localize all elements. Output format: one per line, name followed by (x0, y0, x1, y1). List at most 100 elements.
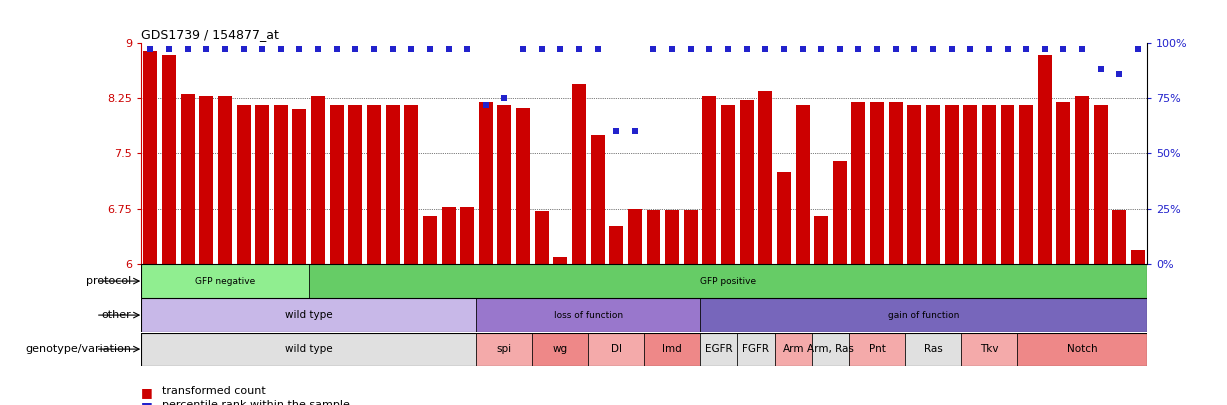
Point (699, 46, 719, 52)
Bar (572, 84, 587, 264)
Bar (777, 172, 791, 264)
Point (829, 46, 849, 52)
Point (196, 46, 216, 52)
Text: spi: spi (497, 344, 512, 354)
Point (793, 46, 812, 52)
Bar (588, 333, 644, 366)
Bar (442, 207, 455, 264)
Point (681, 46, 701, 52)
Point (439, 46, 459, 52)
Bar (701, 333, 737, 366)
Text: Arm, Ras: Arm, Ras (807, 344, 854, 354)
Point (718, 46, 737, 52)
Bar (926, 105, 940, 264)
Point (364, 46, 384, 52)
Point (458, 46, 477, 52)
Point (886, 46, 906, 52)
Point (290, 46, 309, 52)
Text: Notch: Notch (1066, 344, 1097, 354)
Bar (701, 298, 1147, 332)
Text: FGFR: FGFR (742, 344, 769, 354)
Bar (1113, 211, 1126, 264)
Point (346, 46, 366, 52)
Bar (774, 333, 812, 366)
Bar (683, 211, 698, 264)
Bar (647, 211, 660, 264)
Text: ■: ■ (141, 386, 153, 399)
Bar (590, 135, 605, 264)
Text: GDS1739 / 154877_at: GDS1739 / 154877_at (141, 28, 279, 41)
Point (1091, 66, 1110, 72)
Text: protocol: protocol (86, 276, 131, 286)
Bar (199, 96, 213, 264)
Bar (795, 105, 810, 264)
Point (141, 46, 161, 52)
Bar (309, 264, 1147, 298)
Bar (982, 105, 996, 264)
Point (811, 46, 831, 52)
Point (253, 46, 272, 52)
Bar (553, 257, 567, 264)
Bar (1093, 105, 1108, 264)
Point (420, 46, 439, 52)
Point (569, 46, 589, 52)
Point (849, 46, 869, 52)
Bar (367, 105, 382, 264)
Bar (888, 102, 903, 264)
Point (756, 46, 775, 52)
Bar (141, 264, 309, 298)
Bar (721, 105, 735, 264)
Point (494, 95, 514, 101)
Point (1054, 46, 1074, 52)
Bar (740, 100, 753, 264)
Bar (665, 211, 679, 264)
Bar (348, 105, 362, 264)
Bar (312, 96, 325, 264)
Point (737, 46, 757, 52)
Bar (162, 55, 175, 264)
Bar (852, 102, 865, 264)
Bar (533, 333, 588, 366)
Bar (460, 207, 474, 264)
Bar (292, 109, 307, 264)
Point (551, 46, 571, 52)
Bar (180, 94, 195, 264)
Bar (1000, 105, 1015, 264)
Text: EGFR: EGFR (704, 344, 733, 354)
Text: Imd: Imd (663, 344, 682, 354)
Bar (945, 105, 958, 264)
Bar (758, 91, 772, 264)
Point (625, 128, 644, 134)
Text: wg: wg (553, 344, 568, 354)
Bar (1017, 333, 1147, 366)
Bar (737, 333, 774, 366)
Bar (497, 105, 512, 264)
Text: other: other (102, 310, 131, 320)
Text: transformed count: transformed count (162, 386, 266, 396)
Bar (812, 333, 849, 366)
Bar (218, 96, 232, 264)
Bar (404, 105, 418, 264)
Point (979, 46, 999, 52)
Point (215, 46, 234, 52)
Bar (833, 161, 847, 264)
Bar (906, 333, 961, 366)
Bar (610, 226, 623, 264)
Bar (815, 216, 828, 264)
Point (867, 46, 887, 52)
Text: Arm: Arm (783, 344, 804, 354)
Point (998, 46, 1017, 52)
Point (326, 46, 346, 52)
Bar (237, 105, 250, 264)
Bar (870, 102, 885, 264)
Bar (476, 298, 701, 332)
Bar (1075, 96, 1090, 264)
Bar (476, 333, 533, 366)
Point (923, 46, 942, 52)
Bar (255, 105, 269, 264)
Bar (961, 333, 1017, 366)
Bar (535, 211, 548, 264)
Text: GFP negative: GFP negative (195, 277, 255, 286)
Point (1034, 46, 1054, 52)
Text: ■: ■ (141, 400, 153, 405)
